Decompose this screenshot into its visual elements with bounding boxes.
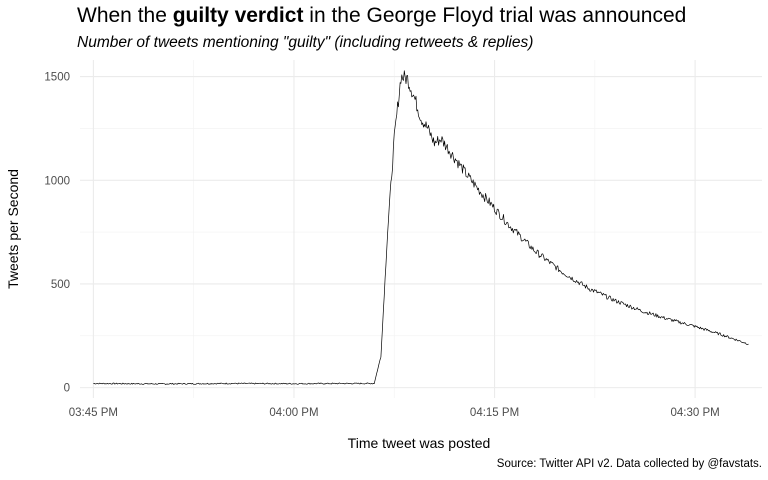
x-axis-title: Time tweet was posted: [348, 435, 491, 451]
x-tick-label: 04:15 PM: [470, 407, 519, 419]
title-prefix: When the: [77, 4, 173, 27]
x-tick-label: 03:45 PM: [69, 407, 118, 419]
y-tick-label: 1500: [44, 72, 70, 84]
chart-subtitle: Number of tweets mentioning "guilty" (in…: [77, 34, 534, 51]
chart-title: When the guilty verdict in the George Fl…: [77, 4, 686, 28]
title-suffix: in the George Floyd trial was announced: [303, 4, 687, 27]
y-tick-label: 1000: [44, 175, 70, 187]
y-axis-title: Tweets per Second: [5, 169, 21, 289]
x-tick-label: 04:30 PM: [671, 407, 720, 419]
y-tick-label: 500: [51, 279, 70, 291]
title-bold: guilty verdict: [172, 4, 304, 27]
x-tick-label: 04:00 PM: [269, 407, 318, 419]
y-tick-label: 0: [64, 383, 70, 395]
series-line: [93, 70, 749, 385]
chart-caption: Source: Twitter API v2. Data collected b…: [496, 458, 762, 470]
